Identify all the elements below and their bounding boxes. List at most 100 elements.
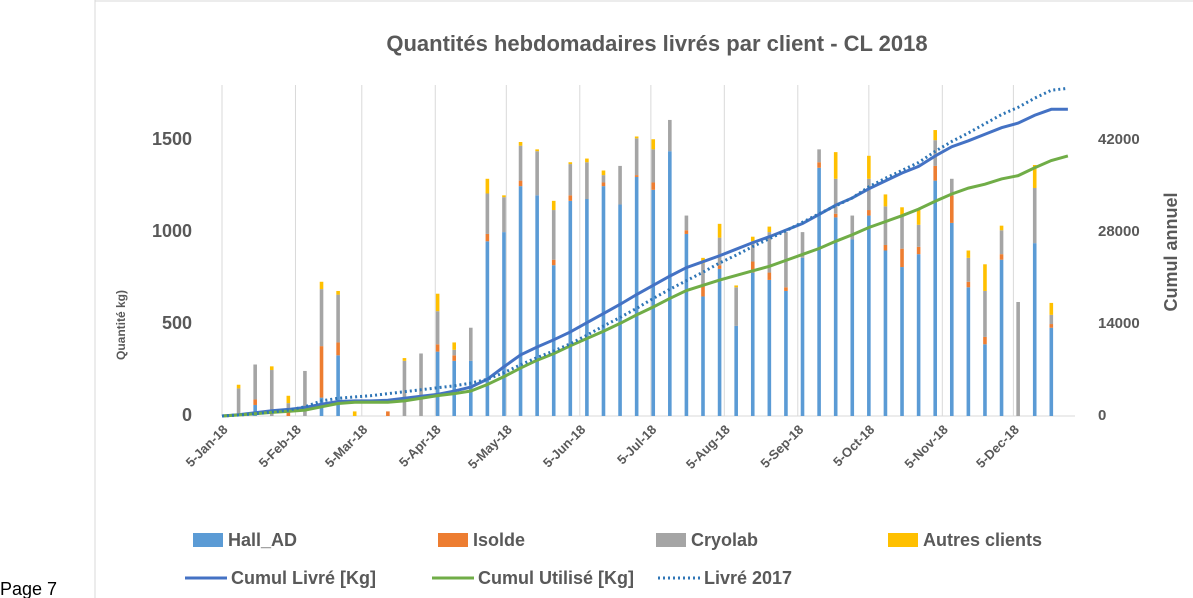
legend-label: Autres clients <box>923 530 1042 550</box>
x-tick-label: 5-Oct-18 <box>830 422 877 469</box>
bar-segment <box>535 195 539 416</box>
bar-segment <box>568 200 573 416</box>
bar-segment <box>319 281 324 290</box>
bar-segment <box>485 178 490 194</box>
bar-segment <box>817 167 821 416</box>
bar-segment <box>286 395 291 404</box>
bar-segment <box>817 162 821 168</box>
bar-segment <box>634 138 639 176</box>
bar-segment <box>800 232 805 258</box>
bar-segment <box>668 151 672 416</box>
bar-segment <box>435 293 440 312</box>
bar-segment <box>850 215 855 240</box>
bar-segment <box>601 170 606 176</box>
bar-segment <box>452 355 457 361</box>
bar-segment <box>336 290 340 295</box>
bar-segment <box>867 210 871 216</box>
bar-segment <box>286 403 291 411</box>
bar-segment <box>518 180 523 187</box>
bar-segment <box>966 250 971 258</box>
bar-segment <box>435 351 440 416</box>
bar-segment <box>352 411 357 416</box>
bar-segment <box>634 176 639 416</box>
legend-swatch <box>888 533 918 547</box>
bar-segment <box>701 285 705 297</box>
bar-segment <box>916 246 921 255</box>
bar-segment <box>485 241 490 416</box>
y2-tick-label: 42000 <box>1098 131 1140 148</box>
bar-segment <box>502 197 506 233</box>
bar-segment <box>618 204 622 416</box>
bar-segment <box>336 294 340 343</box>
legend-label: Isolde <box>473 530 525 550</box>
bar-segment <box>502 195 506 198</box>
y-tick-label: 500 <box>162 313 192 333</box>
bar-segment <box>983 336 987 345</box>
bar-segment <box>452 360 457 416</box>
bar-segment <box>419 353 423 416</box>
legend-label: Cumul Utilisé [Kg] <box>478 568 634 588</box>
bar-segment <box>949 222 954 416</box>
x-tick-label: 5-Aug-18 <box>683 422 733 472</box>
legend-swatch <box>193 533 223 547</box>
legend-label: Cryolab <box>691 530 758 550</box>
bar-segment <box>435 311 440 345</box>
bar-segment <box>668 119 672 152</box>
bar-segment <box>983 344 987 416</box>
chart-title: Quantités hebdomadaires livrés par clien… <box>386 31 927 56</box>
x-tick-label: 5-Feb-18 <box>256 422 304 470</box>
bar-segment <box>634 175 639 177</box>
x-tick-label: 5-Mar-18 <box>322 422 370 470</box>
bar-segment <box>286 410 291 416</box>
bar-segment <box>817 149 821 163</box>
bar-segment <box>966 287 971 416</box>
bar-segment <box>253 404 257 416</box>
y-axis-label: Quantité kg) <box>114 290 128 360</box>
bar-segment <box>883 194 888 207</box>
bar-segment <box>535 151 539 196</box>
bar-segment <box>867 155 871 179</box>
bar-segment <box>1049 314 1054 325</box>
bar-segment <box>1032 243 1037 416</box>
bar-segment <box>568 195 573 201</box>
legend-swatch <box>656 533 686 547</box>
x-tick-label: 5-Jan-18 <box>183 422 231 470</box>
bar-segment <box>452 342 457 350</box>
bar-segment <box>303 370 307 416</box>
bar-segment <box>900 215 904 249</box>
bar-segment <box>236 384 241 389</box>
bar-segment <box>867 178 871 211</box>
bar-segment <box>916 254 921 416</box>
line-series <box>221 107 1068 418</box>
bar-segment <box>966 257 971 282</box>
bar-segment <box>518 145 523 181</box>
bar-segment <box>601 186 606 416</box>
x-tick-label: 5-Apr-18 <box>396 422 444 470</box>
bar-segment <box>933 130 938 141</box>
bar-segment <box>651 139 656 150</box>
bar-segment <box>883 206 888 245</box>
bar-segment <box>1049 324 1054 328</box>
bar-segment <box>900 207 904 216</box>
bar-segment <box>601 182 606 187</box>
bar-segment <box>518 142 523 146</box>
bar-segment <box>999 259 1004 416</box>
bar-segment <box>717 265 722 269</box>
bar-segment <box>833 217 838 416</box>
bar-segment <box>750 236 755 242</box>
bar-segment <box>269 370 274 416</box>
bar-segment <box>767 279 772 416</box>
bar-segment <box>983 264 987 291</box>
bar-segment <box>1049 327 1054 416</box>
bar-segment <box>850 239 855 416</box>
bar-segment <box>949 178 954 196</box>
bar-segment <box>485 233 490 242</box>
bar-segment <box>618 165 622 205</box>
y-tick-label: 1000 <box>152 221 192 241</box>
bar-segment <box>269 366 274 371</box>
bar-segment <box>833 178 838 214</box>
bar-segment <box>750 241 755 262</box>
bar-segment <box>717 223 722 238</box>
bar-segment <box>883 244 888 251</box>
